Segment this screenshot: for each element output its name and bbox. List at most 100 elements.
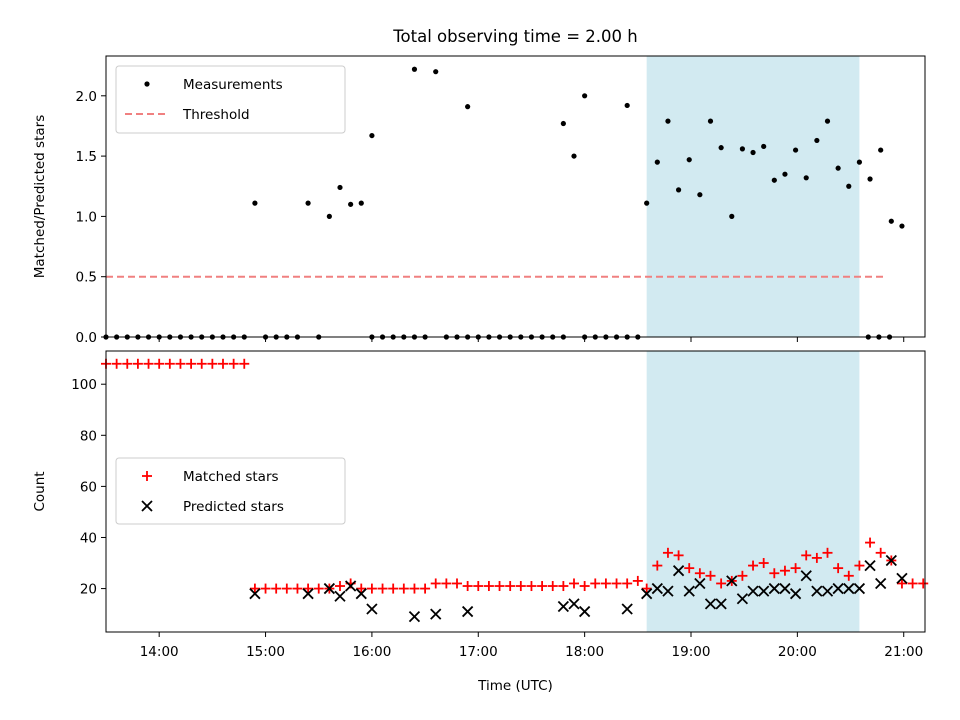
data-point (789, 588, 802, 600)
chart-title: Total observing time = 2.00 h (392, 27, 637, 46)
data-point (853, 582, 866, 595)
data-point (694, 577, 706, 590)
data-point (398, 583, 409, 594)
data-point (843, 582, 855, 595)
data-point (899, 223, 905, 229)
data-point (557, 600, 570, 613)
data-point (228, 358, 239, 369)
data-point (822, 547, 833, 558)
data-point (824, 118, 831, 124)
x-stroke (430, 608, 442, 620)
y-tick-label: 0.5 (76, 270, 97, 286)
x-stroke (843, 582, 855, 595)
y-tick-label: 0.0 (76, 330, 97, 346)
data-point (578, 605, 591, 618)
data-point (582, 93, 588, 99)
data-point (856, 159, 863, 165)
data-point (558, 581, 569, 592)
legend-label: Measurements (183, 77, 283, 93)
data-point (303, 583, 314, 594)
data-point (348, 201, 354, 207)
data-point (207, 358, 218, 369)
data-point (579, 581, 590, 592)
data-point (811, 585, 823, 597)
data-point (408, 611, 421, 623)
data-point (611, 578, 622, 589)
data-point (729, 213, 735, 219)
data-point (462, 581, 473, 592)
top-axes: 0.0 0.5 1.0 1.5 2.0 Total observing time = 2.… (32, 27, 926, 346)
data-point (281, 583, 292, 594)
data-point (779, 565, 790, 576)
x-stroke (408, 611, 421, 623)
x-stroke (758, 585, 770, 597)
data-point (377, 583, 388, 594)
x-stroke (875, 577, 887, 590)
data-point (641, 583, 652, 594)
data-point (644, 200, 650, 206)
data-point (739, 146, 746, 152)
data-point (305, 200, 311, 206)
legend-entry: Measurements (144, 77, 283, 93)
data-point (388, 583, 399, 594)
y-tick-label: 1.5 (76, 149, 97, 165)
data-point (918, 578, 929, 589)
x-tick-label: 19:00 (672, 644, 711, 660)
x-tick-label: 20:00 (778, 644, 817, 660)
axes-frame (105, 350, 926, 633)
data-point (907, 578, 918, 589)
data-point (433, 69, 439, 75)
y-axis-label: Matched/Predicted stars (32, 115, 48, 278)
data-point (697, 192, 703, 198)
x-tick-label: 14:00 (140, 644, 179, 660)
data-point (726, 575, 738, 587)
data-point (355, 588, 367, 600)
data-point (811, 552, 822, 563)
legend-label: Threshold (182, 107, 250, 123)
data-point (705, 570, 716, 581)
x-stroke (853, 582, 866, 595)
data-point (878, 147, 884, 153)
x-stroke (334, 590, 346, 602)
data-point (867, 176, 873, 182)
data-point (252, 200, 258, 206)
data-point (260, 583, 271, 594)
bottom-axes: 20 40 60 80 100 14:00 15:00 16:00 17:00 18:00 19:0… (32, 350, 929, 694)
data-point (526, 581, 537, 592)
x-tick-label: 21:00 (884, 644, 923, 660)
data-point (771, 177, 777, 183)
data-point (132, 358, 143, 369)
legend-entry: Predicted stars (141, 499, 284, 515)
data-point (875, 547, 886, 558)
x-stroke (621, 603, 633, 615)
x-stroke (672, 565, 685, 577)
x-stroke (662, 585, 674, 597)
data-point (249, 588, 261, 600)
data-point (750, 149, 756, 156)
y-tick-label: 80 (80, 428, 97, 444)
data-point (420, 583, 431, 594)
x-stroke (811, 585, 823, 597)
y-tick-label: 40 (80, 530, 97, 546)
data-point (334, 590, 346, 602)
data-point (758, 585, 770, 597)
data-point (835, 165, 841, 171)
data-point (356, 583, 367, 594)
data-point (651, 582, 663, 595)
data-point (186, 358, 197, 369)
data-point (843, 570, 854, 581)
x-stroke (715, 598, 727, 610)
data-point (569, 578, 579, 589)
x-stroke (461, 605, 474, 618)
data-point (358, 200, 364, 206)
legend: Measurements Threshold (115, 65, 346, 134)
y-tick-label: 1.0 (76, 209, 97, 225)
data-point (560, 120, 566, 127)
data-point (672, 565, 685, 577)
data-point (600, 578, 611, 589)
y-tick-label: 100 (71, 377, 97, 393)
x-stroke (366, 603, 378, 615)
axes-frame (105, 55, 926, 338)
data-point (865, 537, 876, 548)
x-axis-label: Time (UTC) (477, 678, 553, 694)
